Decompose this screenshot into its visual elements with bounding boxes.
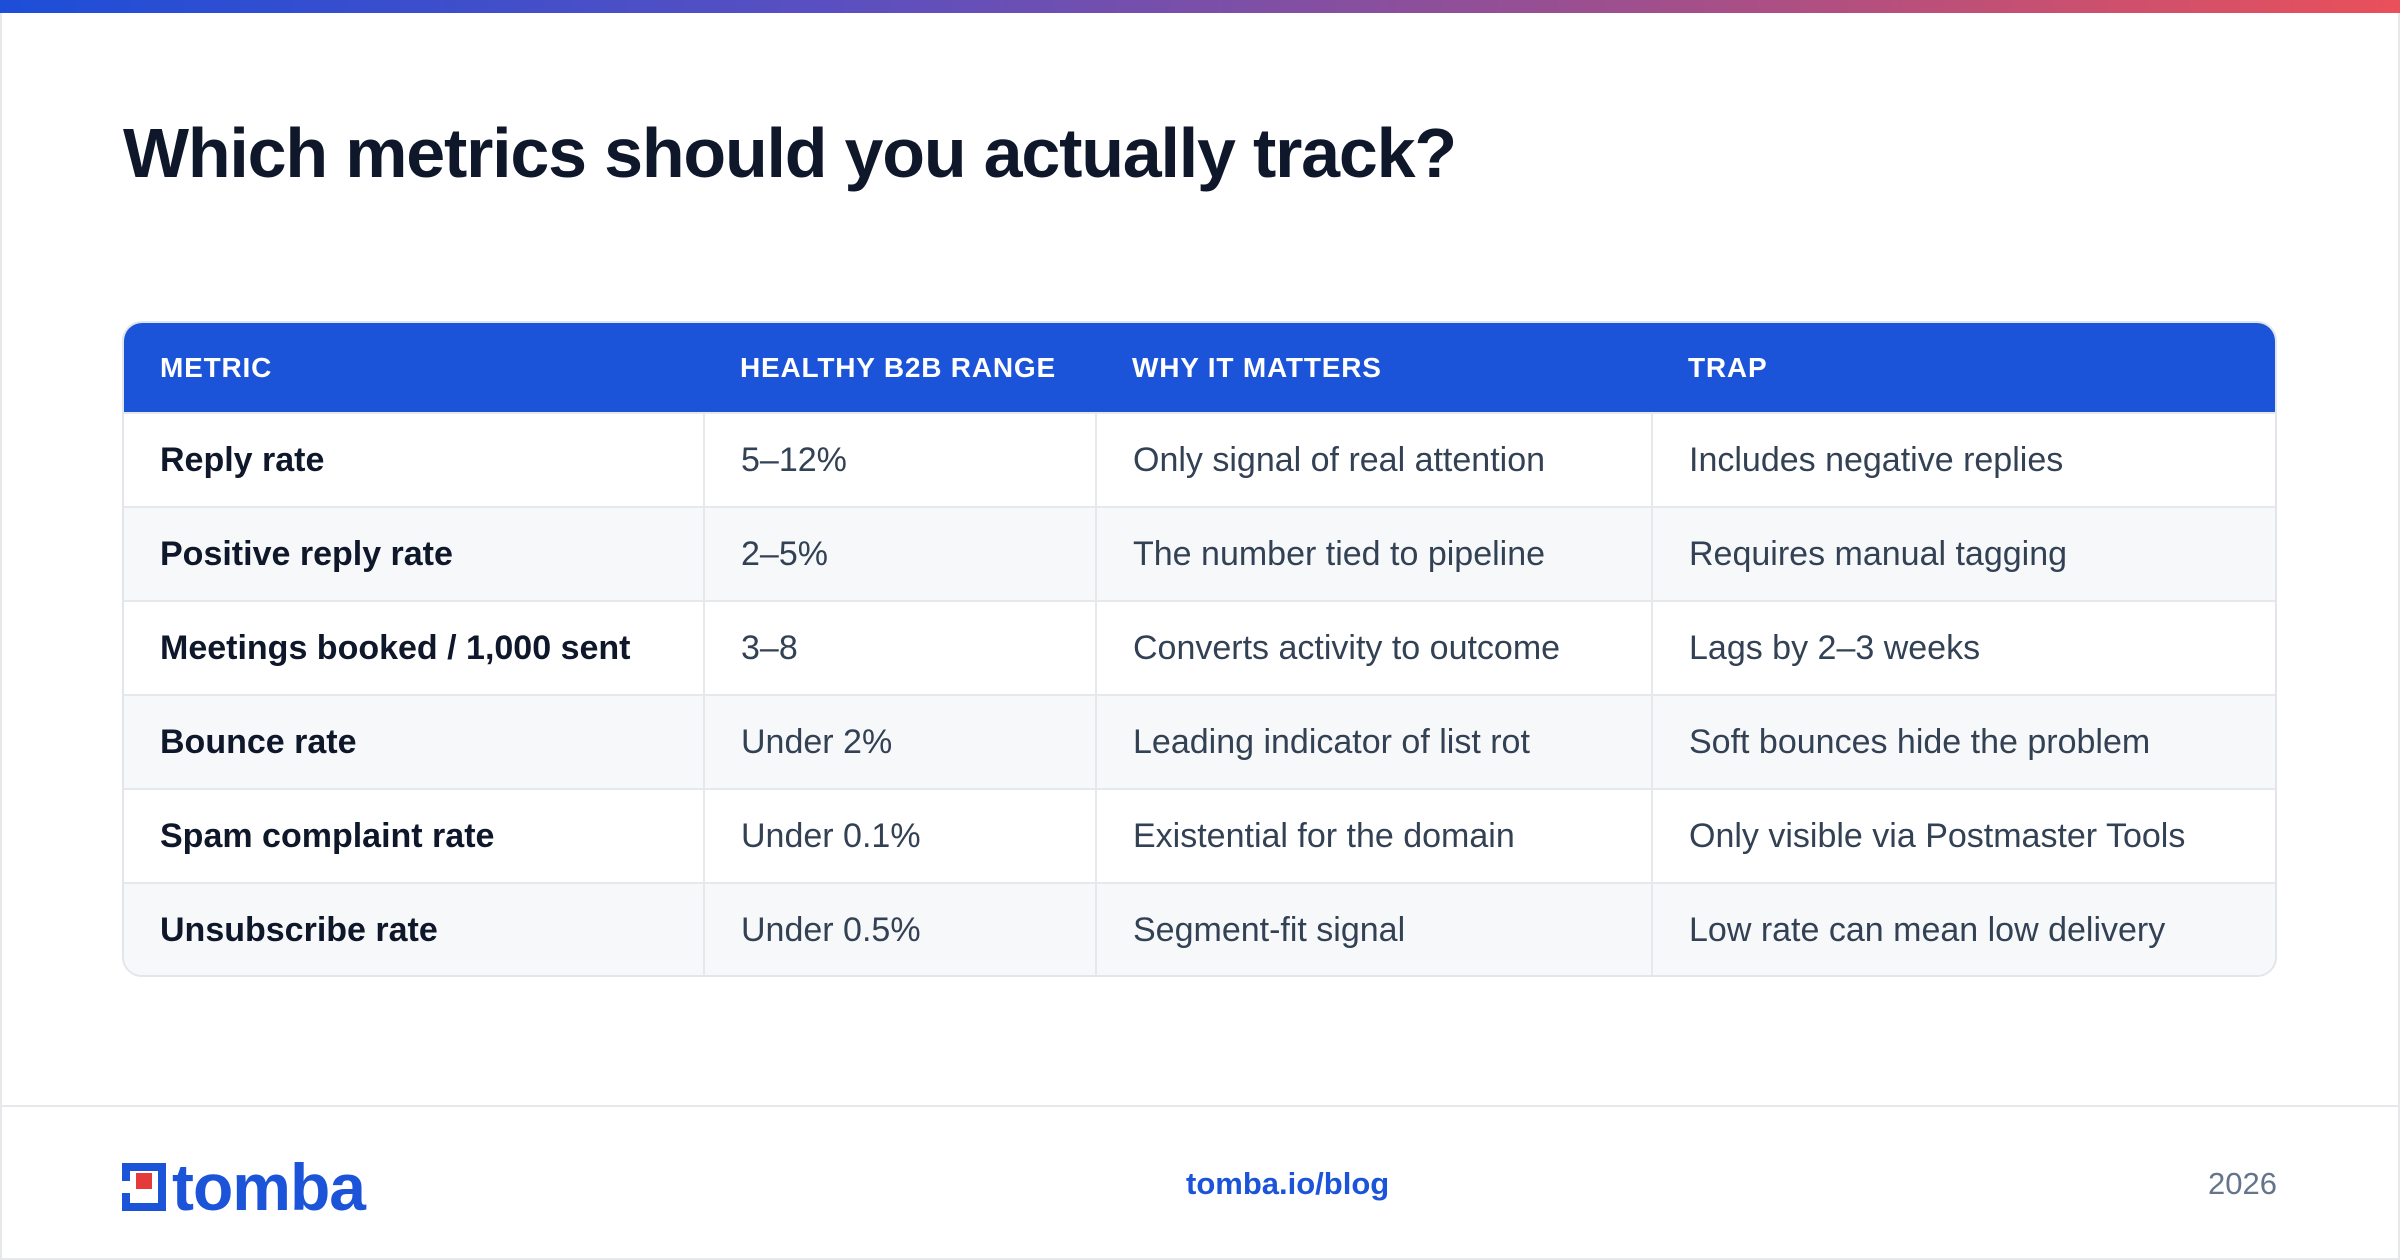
column-header-healthy-range: HEALTHY B2B RANGE	[740, 351, 1056, 383]
range-cell: Under 0.1%	[703, 789, 1096, 883]
blog-link[interactable]: tomba.io/blog	[1186, 1166, 1390, 1201]
range-cell: Under 0.5%	[703, 883, 1096, 975]
why-cell: Segment-fit signal	[1095, 883, 1652, 975]
page-title: Which metrics should you actually track?	[123, 114, 1457, 192]
table-row: Spam complaint rate Under 0.1% Existenti…	[124, 789, 2275, 883]
table-header: METRIC HEALTHY B2B RANGE WHY IT MATTERS …	[124, 323, 2275, 413]
table-row: Bounce rate Under 2% Leading indicator o…	[124, 695, 2275, 789]
why-cell: Converts activity to outcome	[1095, 601, 1652, 695]
metric-cell: Meetings booked / 1,000 sent	[160, 628, 631, 667]
tomba-logo-icon	[122, 1163, 166, 1211]
column-header-trap: TRAP	[1688, 351, 1768, 383]
trap-cell: Only visible via Postmaster Tools	[1651, 789, 2275, 883]
logo-wordmark: tomba	[172, 1150, 366, 1224]
metrics-table: METRIC HEALTHY B2B RANGE WHY IT MATTERS …	[124, 323, 2275, 975]
table-row: Unsubscribe rate Under 0.5% Segment-fit …	[124, 883, 2275, 975]
why-cell: Existential for the domain	[1095, 789, 1652, 883]
range-cell: 5–12%	[703, 413, 1096, 507]
table-header-row: METRIC HEALTHY B2B RANGE WHY IT MATTERS …	[124, 323, 2275, 413]
footer-year: 2026	[2208, 1166, 2277, 1201]
metric-cell: Bounce rate	[160, 722, 357, 761]
why-cell: Only signal of real attention	[1095, 413, 1652, 507]
table-row: Meetings booked / 1,000 sent 3–8 Convert…	[124, 601, 2275, 695]
footer-divider	[0, 1105, 2400, 1107]
metric-cell: Spam complaint rate	[160, 816, 495, 855]
table-row: Positive reply rate 2–5% The number tied…	[124, 507, 2275, 601]
column-header-why-it-matters: WHY IT MATTERS	[1132, 351, 1382, 383]
trap-cell: Low rate can mean low delivery	[1651, 883, 2275, 975]
trap-cell: Includes negative replies	[1651, 413, 2275, 507]
tomba-logo[interactable]: tomba	[122, 1150, 366, 1224]
range-cell: Under 2%	[703, 695, 1096, 789]
metric-cell: Positive reply rate	[160, 534, 453, 573]
metric-cell: Unsubscribe rate	[160, 911, 438, 949]
why-cell: Leading indicator of list rot	[1095, 695, 1652, 789]
metric-cell: Reply rate	[160, 440, 325, 479]
range-cell: 2–5%	[703, 507, 1096, 601]
why-cell: The number tied to pipeline	[1095, 507, 1652, 601]
trap-cell: Requires manual tagging	[1651, 507, 2275, 601]
metrics-table-container: METRIC HEALTHY B2B RANGE WHY IT MATTERS …	[122, 321, 2277, 977]
table-row: Reply rate 5–12% Only signal of real att…	[124, 413, 2275, 507]
table-body: Reply rate 5–12% Only signal of real att…	[124, 413, 2275, 975]
gradient-top-bar	[0, 0, 2400, 13]
column-header-metric: METRIC	[160, 351, 273, 383]
range-cell: 3–8	[703, 601, 1096, 695]
trap-cell: Soft bounces hide the problem	[1651, 695, 2275, 789]
trap-cell: Lags by 2–3 weeks	[1651, 601, 2275, 695]
